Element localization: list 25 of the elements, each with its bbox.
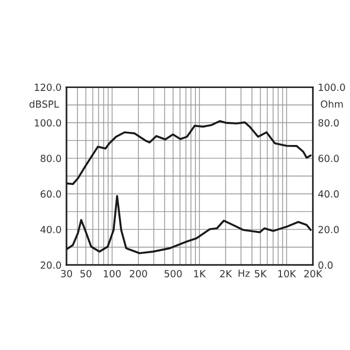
x-tick-label: 10K xyxy=(278,270,296,278)
y-tick-label: 100.0 xyxy=(34,119,61,127)
y2-tick-label: 80.0 xyxy=(318,119,339,127)
x-tick-label: 30 xyxy=(61,270,72,278)
y2-tick-label: 60.0 xyxy=(318,154,339,162)
y-tick-label: 120.0 xyxy=(34,84,61,91)
y2-tick-label: 0.0 xyxy=(318,261,333,269)
y-tick-label: 40.0 xyxy=(40,226,61,234)
x-tick-label: 200 xyxy=(130,270,148,278)
x-axis-title: Hz xyxy=(238,270,250,277)
x-tick-label: 50 xyxy=(80,270,92,278)
y-tick-label: 80.0 xyxy=(40,154,61,162)
x-tick-label: 1K xyxy=(194,270,206,278)
y2-tick-label: 100.0 xyxy=(318,84,345,91)
y2-tick-label: 20.0 xyxy=(318,226,339,234)
y-tick-label: 60.0 xyxy=(40,190,61,198)
y2-tick-label: 40.0 xyxy=(318,190,339,198)
y2-axis-title: Ohm xyxy=(320,100,343,108)
x-tick-label: 5K xyxy=(254,270,267,278)
x-tick-label: 2K xyxy=(220,270,232,278)
x-tick-label: 500 xyxy=(164,270,182,278)
x-tick-label: 100 xyxy=(104,270,121,278)
x-tick-label: 20K xyxy=(304,270,322,278)
y-axis-title: dBSPL xyxy=(30,100,60,108)
y-tick-label: 20.0 xyxy=(40,261,61,269)
